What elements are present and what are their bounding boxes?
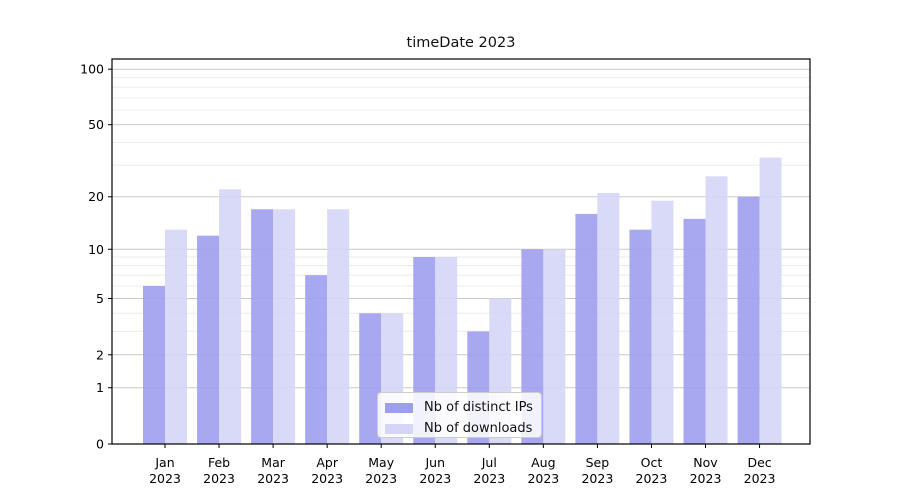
legend-label-distinct-ips: Nb of distinct IPs xyxy=(424,400,533,415)
x-tick-label: Aug xyxy=(531,455,555,470)
x-tick-label: 2023 xyxy=(744,471,776,486)
x-tick-label: Dec xyxy=(747,455,771,470)
bar xyxy=(305,275,328,444)
y-tick-label: 1 xyxy=(96,380,104,395)
x-tick-label: Nov xyxy=(693,455,718,470)
bar xyxy=(759,157,782,444)
bar xyxy=(327,209,350,444)
x-tick-label: Jul xyxy=(481,455,497,470)
y-tick-label: 5 xyxy=(96,291,104,306)
plot-border xyxy=(111,58,811,445)
bar xyxy=(575,213,598,444)
x-tick-label: 2023 xyxy=(581,471,613,486)
y-tick-label: 100 xyxy=(80,62,104,77)
legend-item-downloads: Nb of downloads xyxy=(385,418,541,439)
bar xyxy=(165,229,187,444)
bar xyxy=(251,209,274,444)
x-tick-label: 2023 xyxy=(473,471,505,486)
x-tick-label: Jun xyxy=(424,455,445,470)
x-tick-label: Mar xyxy=(261,455,285,470)
x-tick-label: Feb xyxy=(208,455,230,470)
x-tick-label: May xyxy=(368,455,394,470)
bar xyxy=(543,249,566,444)
bar xyxy=(219,189,242,444)
bar xyxy=(143,285,165,444)
x-tick-label: Jan xyxy=(154,455,174,470)
x-tick-label: Sep xyxy=(586,455,610,470)
x-tick-label: 2023 xyxy=(527,471,559,486)
legend-swatch-distinct-ips xyxy=(385,402,413,413)
y-tick-label: 2 xyxy=(96,347,104,362)
legend-item-distinct-ips: Nb of distinct IPs xyxy=(385,397,541,418)
x-tick-label: 2023 xyxy=(690,471,722,486)
bar xyxy=(705,176,728,445)
bar xyxy=(737,196,760,444)
y-tick-label: 20 xyxy=(88,189,104,204)
x-tick-label: 2023 xyxy=(419,471,451,486)
bar xyxy=(597,192,620,444)
x-tick-label: Apr xyxy=(316,455,338,470)
legend-swatch-downloads xyxy=(385,423,413,434)
y-tick-label: 50 xyxy=(88,117,104,132)
x-tick-label: 2023 xyxy=(149,471,181,486)
chart-title: timeDate 2023 xyxy=(406,35,516,51)
bar xyxy=(651,200,674,444)
bar xyxy=(629,229,652,444)
x-tick-label: Oct xyxy=(641,455,663,470)
bar xyxy=(683,218,706,444)
bar xyxy=(359,313,382,444)
legend: Nb of distinct IPs Nb of downloads xyxy=(377,392,542,438)
y-tick-label: 0 xyxy=(96,437,104,452)
x-tick-label: 2023 xyxy=(311,471,343,486)
x-tick-label: 2023 xyxy=(203,471,235,486)
x-tick-label: 2023 xyxy=(257,471,289,486)
y-tick-label: 10 xyxy=(88,242,104,257)
bar xyxy=(273,209,296,444)
bar xyxy=(197,235,220,444)
x-tick-label: 2023 xyxy=(365,471,397,486)
x-tick-label: 2023 xyxy=(636,471,668,486)
legend-label-downloads: Nb of downloads xyxy=(424,421,533,436)
